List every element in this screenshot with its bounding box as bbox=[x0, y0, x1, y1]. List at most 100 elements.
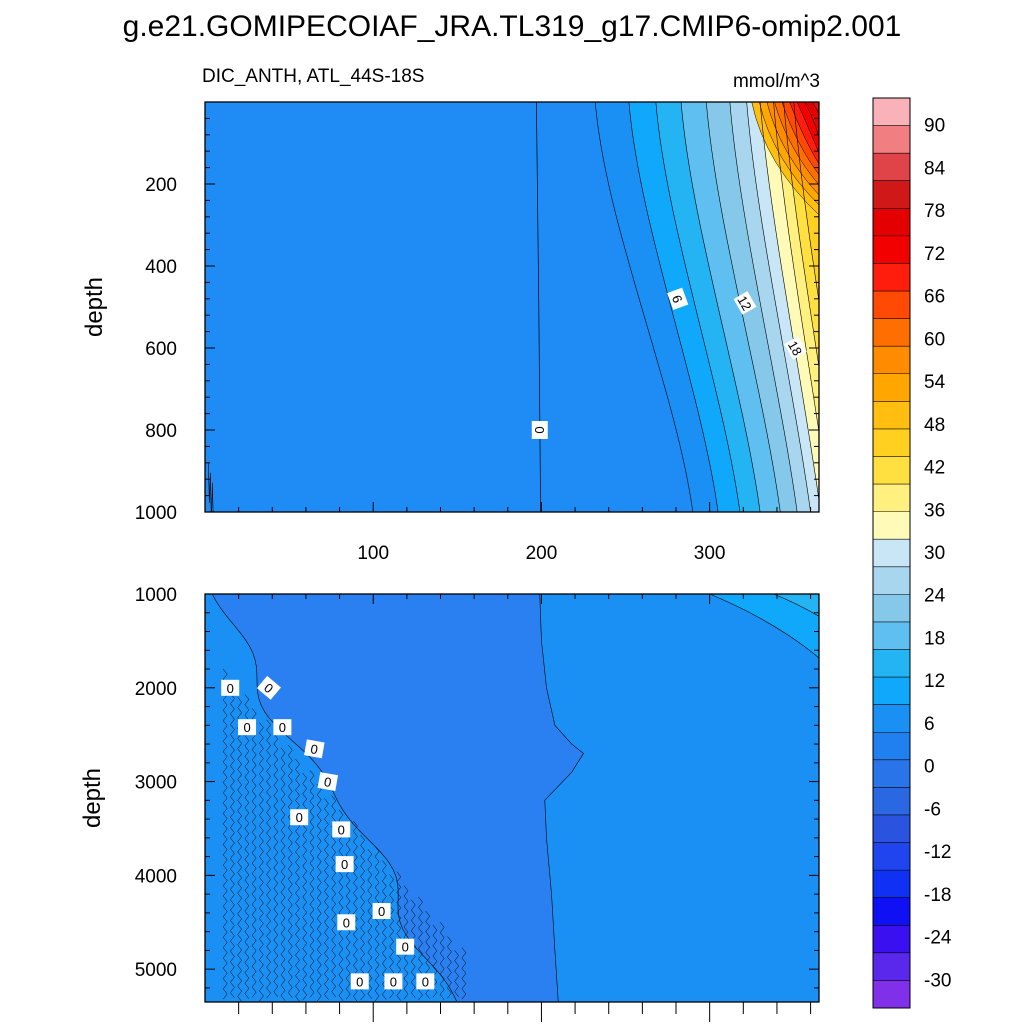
upper-contour-lines bbox=[208, 102, 819, 512]
upper-ticks: 200 400 600 800 1000 100 200 300 bbox=[135, 117, 819, 564]
contour-label: 0 bbox=[372, 903, 391, 920]
upper-contour-line bbox=[773, 102, 819, 434]
contour-label-box bbox=[273, 719, 292, 736]
y-tick-label: 200 bbox=[145, 175, 177, 196]
colorbar-label: 30 bbox=[924, 543, 945, 564]
contour-label-text: 0 bbox=[296, 810, 303, 825]
upper-contour-line bbox=[628, 102, 719, 512]
contour-label-box bbox=[304, 739, 325, 759]
lower-contour-line bbox=[295, 758, 300, 1002]
colorbar-label: 78 bbox=[924, 201, 945, 222]
colorbar-frame bbox=[872, 97, 911, 1009]
lower-contour-line bbox=[287, 744, 293, 998]
lower-contour-line bbox=[324, 798, 329, 1000]
lower-contour-line bbox=[316, 784, 322, 1002]
colorbar-swatch bbox=[873, 401, 910, 430]
x-tick-label: 300 bbox=[694, 543, 726, 564]
colorbar-swatch bbox=[873, 566, 910, 595]
colorbar-swatch bbox=[873, 263, 910, 292]
upper-warm-band bbox=[812, 102, 819, 115]
lower-contour-line bbox=[360, 834, 365, 1001]
lower-contour-line bbox=[280, 747, 286, 1001]
colorbar-label: -18 bbox=[924, 885, 951, 906]
contour-label: 0 bbox=[256, 675, 281, 700]
colorbar-label: 42 bbox=[924, 458, 945, 479]
lower-contour-line bbox=[539, 594, 584, 1002]
colorbar-swatch bbox=[873, 428, 910, 457]
colorbar-label: 84 bbox=[924, 158, 946, 179]
y-tick-label: 1000 bbox=[135, 585, 177, 606]
upper-contour-line bbox=[812, 102, 819, 116]
contour-label-text: 0 bbox=[227, 681, 234, 696]
contour-label-text: 0 bbox=[356, 974, 363, 989]
contour-label-text: 0 bbox=[341, 857, 348, 872]
contour-label-text: 0 bbox=[378, 904, 385, 919]
lower-contour-line bbox=[773, 594, 819, 617]
contour-label-box bbox=[416, 973, 435, 990]
contour-label-text: 0 bbox=[343, 915, 350, 930]
contour-label: 18 bbox=[784, 336, 807, 360]
colorbar-label: 0 bbox=[924, 757, 935, 778]
contour-label: 6 bbox=[667, 287, 689, 310]
colorbar-swatch bbox=[873, 814, 910, 844]
lower-plot-frame bbox=[204, 593, 820, 1003]
contour-label-box bbox=[733, 291, 757, 315]
upper-contour-line bbox=[766, 102, 819, 196]
lower-contour-line bbox=[230, 682, 235, 998]
colorbar-label: -6 bbox=[924, 799, 941, 820]
lower-contour-line bbox=[211, 594, 457, 1002]
contour-label-box bbox=[531, 421, 548, 439]
lower-contour-line bbox=[244, 694, 250, 999]
colorbar: 908478726660544842363024181260-6-12-18-2… bbox=[872, 97, 952, 1009]
contour-label: 0 bbox=[273, 719, 292, 736]
colorbar-swatch bbox=[873, 594, 910, 623]
colorbar-label: 36 bbox=[924, 500, 945, 521]
contour-label: 0 bbox=[396, 938, 415, 955]
upper-contour-line bbox=[759, 102, 819, 206]
contour-label-text: 0 bbox=[323, 774, 333, 790]
contour-label-text: 0 bbox=[402, 940, 409, 955]
contour-label-text: 0 bbox=[338, 822, 345, 837]
colorbar-swatch bbox=[873, 98, 910, 127]
colorbar-label: 60 bbox=[924, 329, 945, 350]
contour-label: 0 bbox=[317, 772, 339, 792]
upper-panel: 0 6 12 18 200 400 600 800 1000 100 200 300 depth bbox=[81, 101, 820, 564]
y-tick-label: 600 bbox=[145, 339, 177, 360]
contour-label-box bbox=[384, 973, 403, 990]
contour-label: 0 bbox=[384, 973, 403, 990]
lower-contour-line bbox=[447, 936, 452, 999]
colorbar-label: 24 bbox=[924, 586, 946, 607]
colorbar-swatch bbox=[873, 704, 910, 733]
lower-ylabel: depth bbox=[79, 768, 106, 828]
colorbar-swatch bbox=[873, 897, 910, 926]
lower-contour-line bbox=[439, 922, 445, 1000]
upper-contour-line bbox=[774, 102, 819, 186]
upper-contour-line bbox=[789, 102, 819, 165]
colorbar-swatch bbox=[873, 484, 910, 513]
lower-contour-line bbox=[266, 719, 271, 999]
colorbar-swatch bbox=[873, 952, 910, 981]
lower-contour-line bbox=[222, 668, 228, 1000]
colorbar-label: 18 bbox=[924, 628, 945, 649]
colorbar-label: -30 bbox=[924, 970, 951, 991]
contour-label-text: 0 bbox=[390, 974, 397, 989]
contour-label-text: 0 bbox=[422, 974, 429, 989]
y-tick-label: 5000 bbox=[135, 960, 177, 981]
upper-contour-bands bbox=[595, 102, 819, 512]
colorbar-label: 90 bbox=[924, 116, 945, 137]
lower-band bbox=[773, 594, 819, 617]
y-tick-label: 4000 bbox=[135, 866, 177, 887]
x-tick-label: 100 bbox=[357, 543, 389, 564]
lower-contour-line bbox=[461, 947, 467, 1000]
lower-contour-labels: 0 0 0 0 0 0 0 0 0 0 0 0 0 0 0 bbox=[221, 675, 435, 990]
lower-contour-line bbox=[345, 823, 351, 1000]
colorbar-swatch bbox=[873, 208, 910, 237]
colorbar-swatch bbox=[873, 511, 910, 540]
contour-label: 0 bbox=[416, 973, 435, 990]
contour-label-box bbox=[335, 856, 354, 873]
panel-subtitle: DIC_ANTH, ATL_44S-18S bbox=[202, 66, 424, 87]
upper-contour-line bbox=[759, 102, 819, 503]
upper-contour-line bbox=[804, 102, 819, 139]
contour-label-text: 0 bbox=[532, 426, 547, 433]
